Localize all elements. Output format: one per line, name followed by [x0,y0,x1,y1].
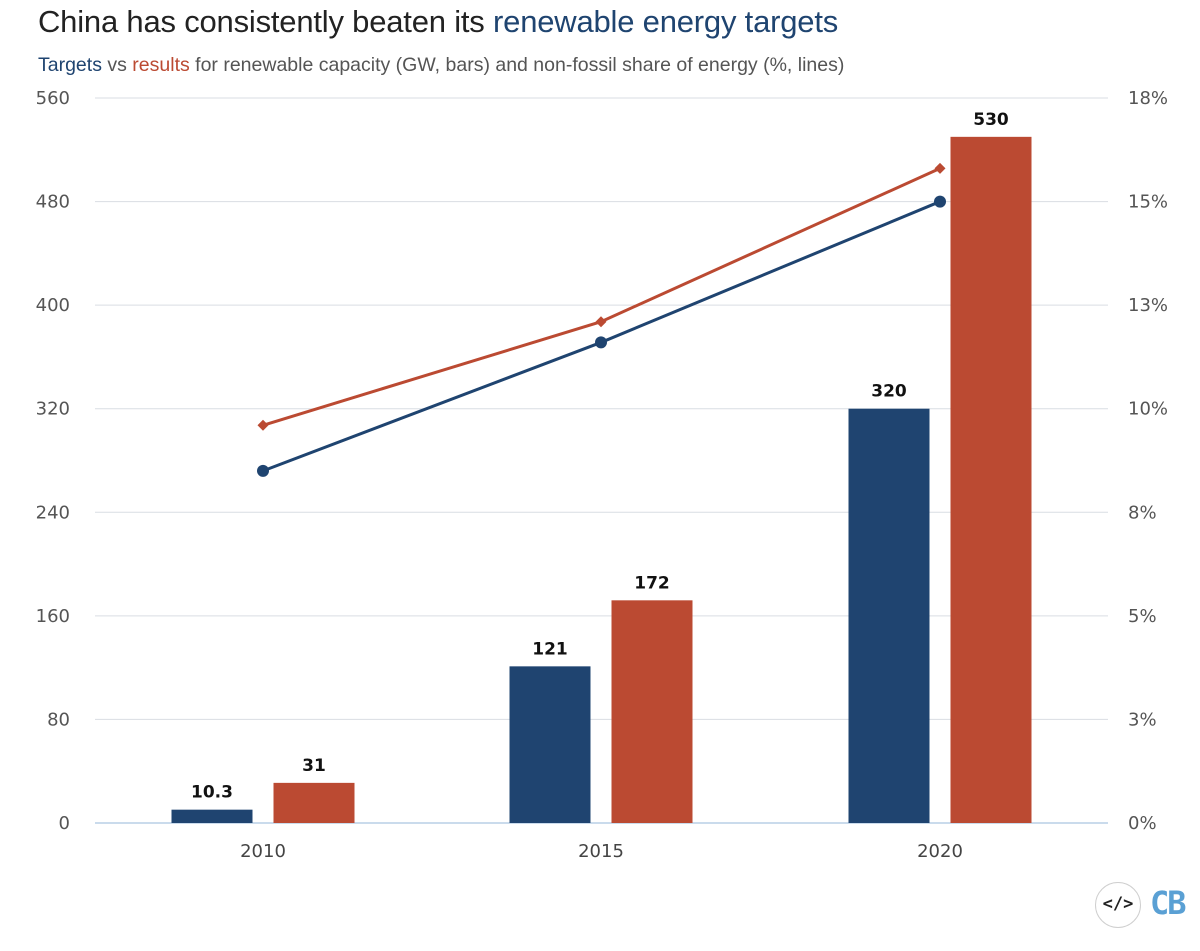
y-right-tick-label: 0% [1128,813,1157,834]
embed-code-icon[interactable]: </> [1095,882,1141,928]
subtitle-rest: for renewable capacity (GW, bars) and no… [195,54,845,76]
subtitle-vs: vs [107,54,127,76]
target-share-line [262,200,941,473]
y-left-tick-label: 80 [47,709,70,730]
result-bar [273,782,355,823]
result-bar-label: 530 [973,110,1009,130]
subtitle-results: results [132,54,190,76]
result-share-point [595,316,607,328]
target-share-point [934,195,946,208]
target-bar-label: 10.3 [191,783,233,803]
result-bar [950,136,1032,823]
result-bar-label: 31 [302,756,326,776]
chart-title: China has consistently beaten its renewa… [38,4,838,40]
chart-subtitle: Targets vs results for renewable capacit… [38,54,844,77]
target-share-point [595,336,607,349]
y-right-tick-label: 8% [1128,502,1157,523]
target-bar [171,809,253,823]
y-right-tick-label: 18% [1128,88,1168,109]
target-share-point [257,464,269,477]
y-right-tick-label: 10% [1128,399,1168,420]
y-right-tick-label: 13% [1128,295,1168,316]
result-bar [611,600,693,823]
y-right-tick-label: 15% [1128,192,1168,213]
title-prefix: China has consistently beaten its [38,4,485,39]
x-tick-label: 2010 [240,841,286,862]
result-bar-label: 172 [634,573,670,593]
y-left-tick-label: 560 [36,88,70,109]
result-share-point [257,419,269,431]
subtitle-targets: Targets [38,54,102,76]
y-left-tick-label: 0 [59,813,70,834]
title-highlight: renewable energy targets [493,4,839,39]
y-left-tick-label: 400 [36,295,70,316]
result-share-point [934,162,946,174]
y-left-tick-label: 160 [36,606,70,627]
y-left-tick-label: 480 [36,192,70,213]
x-tick-label: 2015 [578,841,624,862]
y-left-tick-label: 240 [36,502,70,523]
x-tick-label: 2020 [917,841,963,862]
target-bar [509,666,591,823]
y-right-tick-label: 5% [1128,606,1157,627]
target-bar-label: 320 [871,382,907,402]
result-share-line [262,167,941,427]
y-left-tick-label: 320 [36,399,70,420]
carbon-brief-logo: CB [1150,884,1187,922]
y-right-tick-label: 3% [1128,709,1157,730]
target-bar [848,408,930,823]
target-bar-label: 121 [532,639,568,659]
